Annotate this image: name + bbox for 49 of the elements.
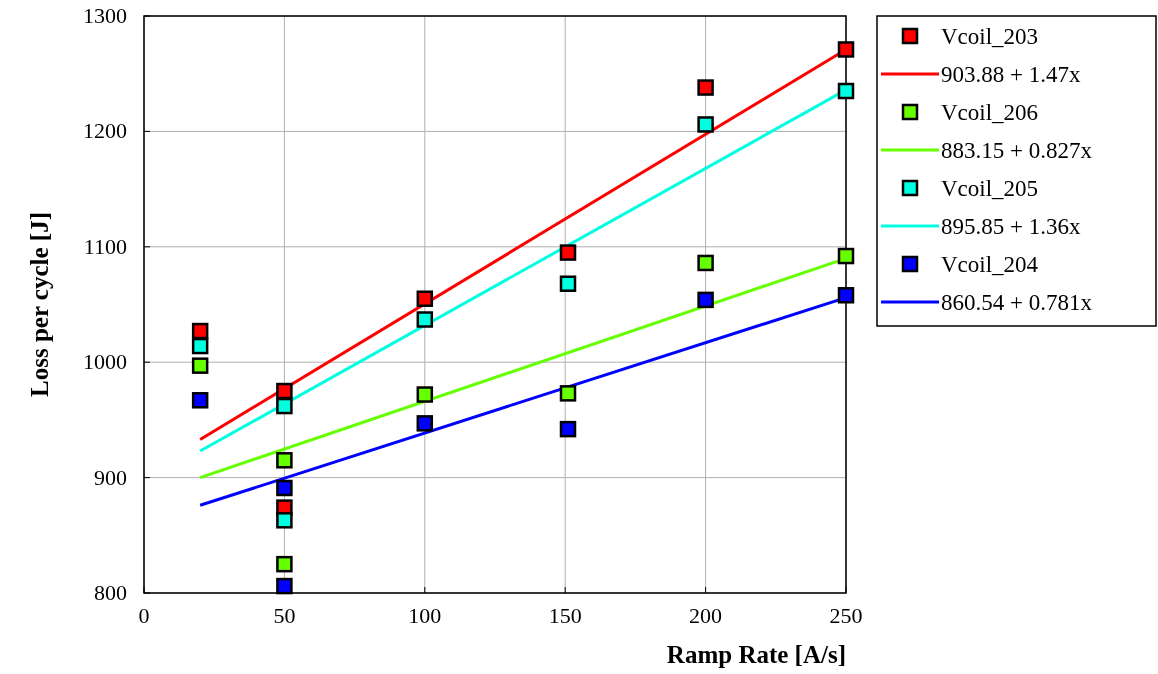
point — [416, 290, 434, 307]
x-axis-title: Ramp Rate [A/s] — [666, 641, 846, 668]
legend-label: Vcoil_205 — [941, 176, 1039, 201]
x-tick-label: 250 — [829, 603, 863, 628]
legend-label: Vcoil_204 — [941, 252, 1039, 277]
point — [837, 41, 855, 58]
point — [837, 82, 855, 100]
x-tick-label: 50 — [273, 603, 296, 628]
point — [416, 386, 434, 403]
point — [191, 357, 209, 374]
point — [559, 385, 577, 402]
x-tick-label: 0 — [138, 603, 150, 628]
point — [416, 311, 434, 328]
point — [837, 287, 855, 304]
legend-label: 883.15 + 0.827x — [941, 138, 1093, 163]
point — [276, 512, 293, 529]
point — [276, 555, 293, 573]
point — [559, 420, 577, 438]
legend-label: 860.54 + 0.781x — [941, 290, 1093, 315]
point — [191, 392, 209, 409]
point — [191, 337, 209, 355]
legend-label: 895.85 + 1.36x — [941, 214, 1081, 239]
x-tick-label: 150 — [548, 603, 582, 628]
y-tick-label: 900 — [94, 464, 127, 490]
point — [559, 275, 577, 292]
point — [697, 79, 714, 96]
y-tick-label: 1200 — [83, 118, 127, 144]
y-tick-label: 1300 — [83, 3, 127, 28]
x-tick-label: 200 — [689, 603, 723, 628]
point — [697, 116, 714, 133]
point — [559, 244, 577, 261]
point — [276, 397, 293, 415]
point — [697, 254, 714, 272]
y-tick-label: 800 — [94, 580, 127, 605]
point — [276, 382, 293, 400]
point — [416, 415, 434, 432]
x-tick-label: 100 — [408, 603, 442, 628]
legend-label: Vcoil_206 — [941, 100, 1039, 125]
y-axis-title: Loss per cycle [J] — [26, 212, 53, 397]
point — [276, 479, 293, 497]
y-tick-label: 1000 — [83, 349, 127, 375]
point — [697, 291, 714, 309]
y-tick-label: 1100 — [83, 233, 127, 259]
point — [276, 577, 293, 595]
legend-label: 903.88 + 1.47x — [941, 62, 1081, 87]
point — [191, 322, 209, 340]
point — [837, 247, 855, 265]
legend-label: Vcoil_203 — [941, 24, 1039, 49]
point — [276, 452, 293, 469]
